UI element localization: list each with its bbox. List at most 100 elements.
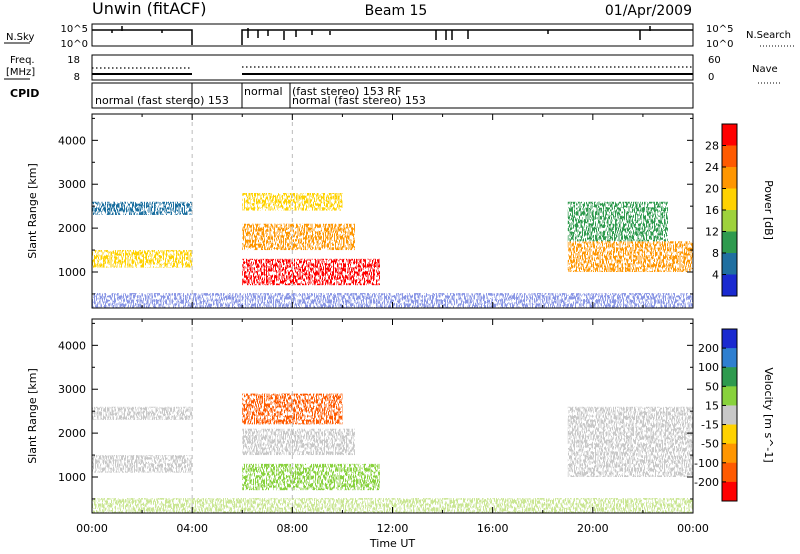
nsky-right-tick-bottom: 10^0	[706, 39, 733, 50]
ground-scatter-band	[92, 498, 693, 513]
colorbar-segment	[722, 443, 737, 464]
colorbar-label: Velocity [m s^-1]	[762, 367, 775, 462]
colorbar-tick-label: 24	[705, 161, 719, 174]
y-axis-label: Slant Range [km]	[26, 368, 39, 464]
x-tick-label: 16:00	[477, 522, 509, 535]
cpid-mode-1: normal (fast stereo) 153	[95, 94, 229, 107]
y-tick-label: 2000	[58, 427, 86, 440]
colorbar-tick-label: -50	[701, 438, 719, 451]
x-tick-label: 20:00	[577, 522, 609, 535]
nsky-right-tick-top: 10^5	[706, 24, 733, 35]
station-title: Unwin (fitACF)	[92, 0, 206, 18]
plot-area-0	[92, 193, 693, 308]
cpid-mode-3: (fast stereo) 153 RF	[292, 85, 401, 98]
echo-layer-0	[92, 193, 693, 286]
echo-band	[242, 258, 380, 286]
cpid-label: CPID	[10, 87, 39, 100]
colorbar-tick-label: 28	[705, 140, 719, 153]
colorbar-tick-label: -100	[694, 457, 719, 470]
nsky-panel: N.Sky 10^5 10^0 10^5 10^0 N.Search	[4, 23, 794, 50]
colorbar-segment	[722, 329, 737, 349]
nsky-left-tick-top: 10^5	[61, 24, 88, 35]
freq-left-tick-top: 18	[67, 55, 80, 66]
nsky-label: N.Sky	[6, 32, 34, 43]
x-axis-label: Time UT	[369, 537, 415, 550]
colorbar-tick-label: 200	[698, 342, 719, 355]
nave-trace	[92, 66, 693, 69]
freq-right-tick-bottom: 0	[708, 72, 714, 83]
y-tick-label: 4000	[58, 134, 86, 147]
colorbar-label: Power [dB]	[762, 180, 775, 240]
freq-label-1: Freq.	[10, 55, 35, 66]
nsky-trace	[92, 29, 693, 45]
echo-band	[567, 406, 693, 478]
colorbar-segment	[722, 274, 737, 297]
y-tick-label: 1000	[58, 266, 86, 279]
colorbar-frame	[721, 328, 738, 502]
colorbar-tick-label: -200	[694, 476, 719, 489]
nsky-spikes	[111, 26, 651, 40]
colorbar-segment	[722, 405, 737, 426]
colorbar-segment	[722, 124, 737, 146]
nsky-left-tick-bottom: 10^0	[61, 39, 88, 50]
colorbar-segment	[722, 367, 737, 387]
echo-band	[242, 463, 380, 491]
cpid-panel: CPID normal (fast stereo) 153 normal (fa…	[10, 82, 694, 109]
velocity-panel: 4000 3000 2000 1000 Slant Range [km] 200 100 50…	[26, 318, 775, 514]
y-tick-label: 3000	[58, 383, 86, 396]
nsearch-label: N.Search	[746, 30, 791, 41]
colorbar-tick-label: 100	[698, 361, 719, 374]
plot-area-1	[92, 393, 693, 513]
ground-scatter-1	[92, 498, 693, 513]
echo-band	[242, 223, 355, 251]
x-tick-label: 08:00	[276, 522, 308, 535]
freq-right-tick-top: 60	[708, 55, 721, 66]
colorbar-segment	[722, 424, 737, 445]
freq-left-tick-bottom: 8	[74, 72, 80, 83]
colorbar-segment	[722, 167, 737, 189]
colorbar-segment	[722, 253, 737, 275]
beam-title: Beam 15	[365, 3, 428, 19]
y-axis-label: Slant Range [km]	[26, 163, 39, 259]
echo-band	[92, 455, 193, 473]
echo-band	[567, 201, 668, 242]
time-axis: 00:00 04:00 08:00 12:00 16:00 20:00 00:00 Time …	[76, 522, 709, 550]
y-tick-label: 1000	[58, 471, 86, 484]
colorbar-segment	[722, 481, 737, 502]
colorbar-segment	[722, 145, 737, 168]
ground-scatter-band	[92, 293, 693, 308]
colorbar-tick-label: 4	[712, 269, 719, 282]
colorbar-segment	[722, 210, 737, 232]
echo-band	[92, 250, 193, 268]
colorbar-segment	[722, 348, 737, 368]
colorbar-tick-label: 8	[712, 247, 719, 260]
colorbar-segment	[722, 386, 737, 406]
freq-label-2: [MHz]	[6, 67, 35, 78]
colorbar-segment	[722, 462, 737, 483]
echo-layer-1	[92, 393, 693, 491]
echo-band	[242, 428, 355, 456]
colorbar-segment	[722, 231, 737, 254]
colorbar-tick-label: -15	[701, 419, 719, 432]
y-tick-label: 2000	[58, 222, 86, 235]
x-tick-label: 04:00	[176, 522, 208, 535]
colorbar-segment	[722, 188, 737, 211]
ground-scatter-0	[92, 293, 693, 308]
cpid-mode-2: normal	[244, 85, 283, 98]
colorbar-tick-label: 20	[705, 183, 719, 196]
date-title: 01/Apr/2009	[605, 3, 692, 19]
colorbar-tick-label: 12	[705, 226, 719, 239]
colorbar-tick-label: 50	[705, 380, 719, 393]
cpid-mode-4: normal (fast stereo) 153	[292, 94, 426, 107]
x-tick-label: 00:00	[76, 522, 108, 535]
nave-label: Nave	[752, 64, 778, 75]
echo-band	[242, 193, 343, 211]
power-panel: 4000 3000 2000 1000 Slant Range [km] 28 24 20 16…	[26, 113, 775, 309]
colorbar-tick-label: 16	[705, 204, 719, 217]
echo-band	[567, 241, 693, 273]
freq-panel: Freq. [MHz] 18 8 60 0 Nave	[4, 54, 780, 84]
colorbar-tick-label: 15	[705, 399, 719, 412]
x-tick-label: 00:00	[677, 522, 709, 535]
